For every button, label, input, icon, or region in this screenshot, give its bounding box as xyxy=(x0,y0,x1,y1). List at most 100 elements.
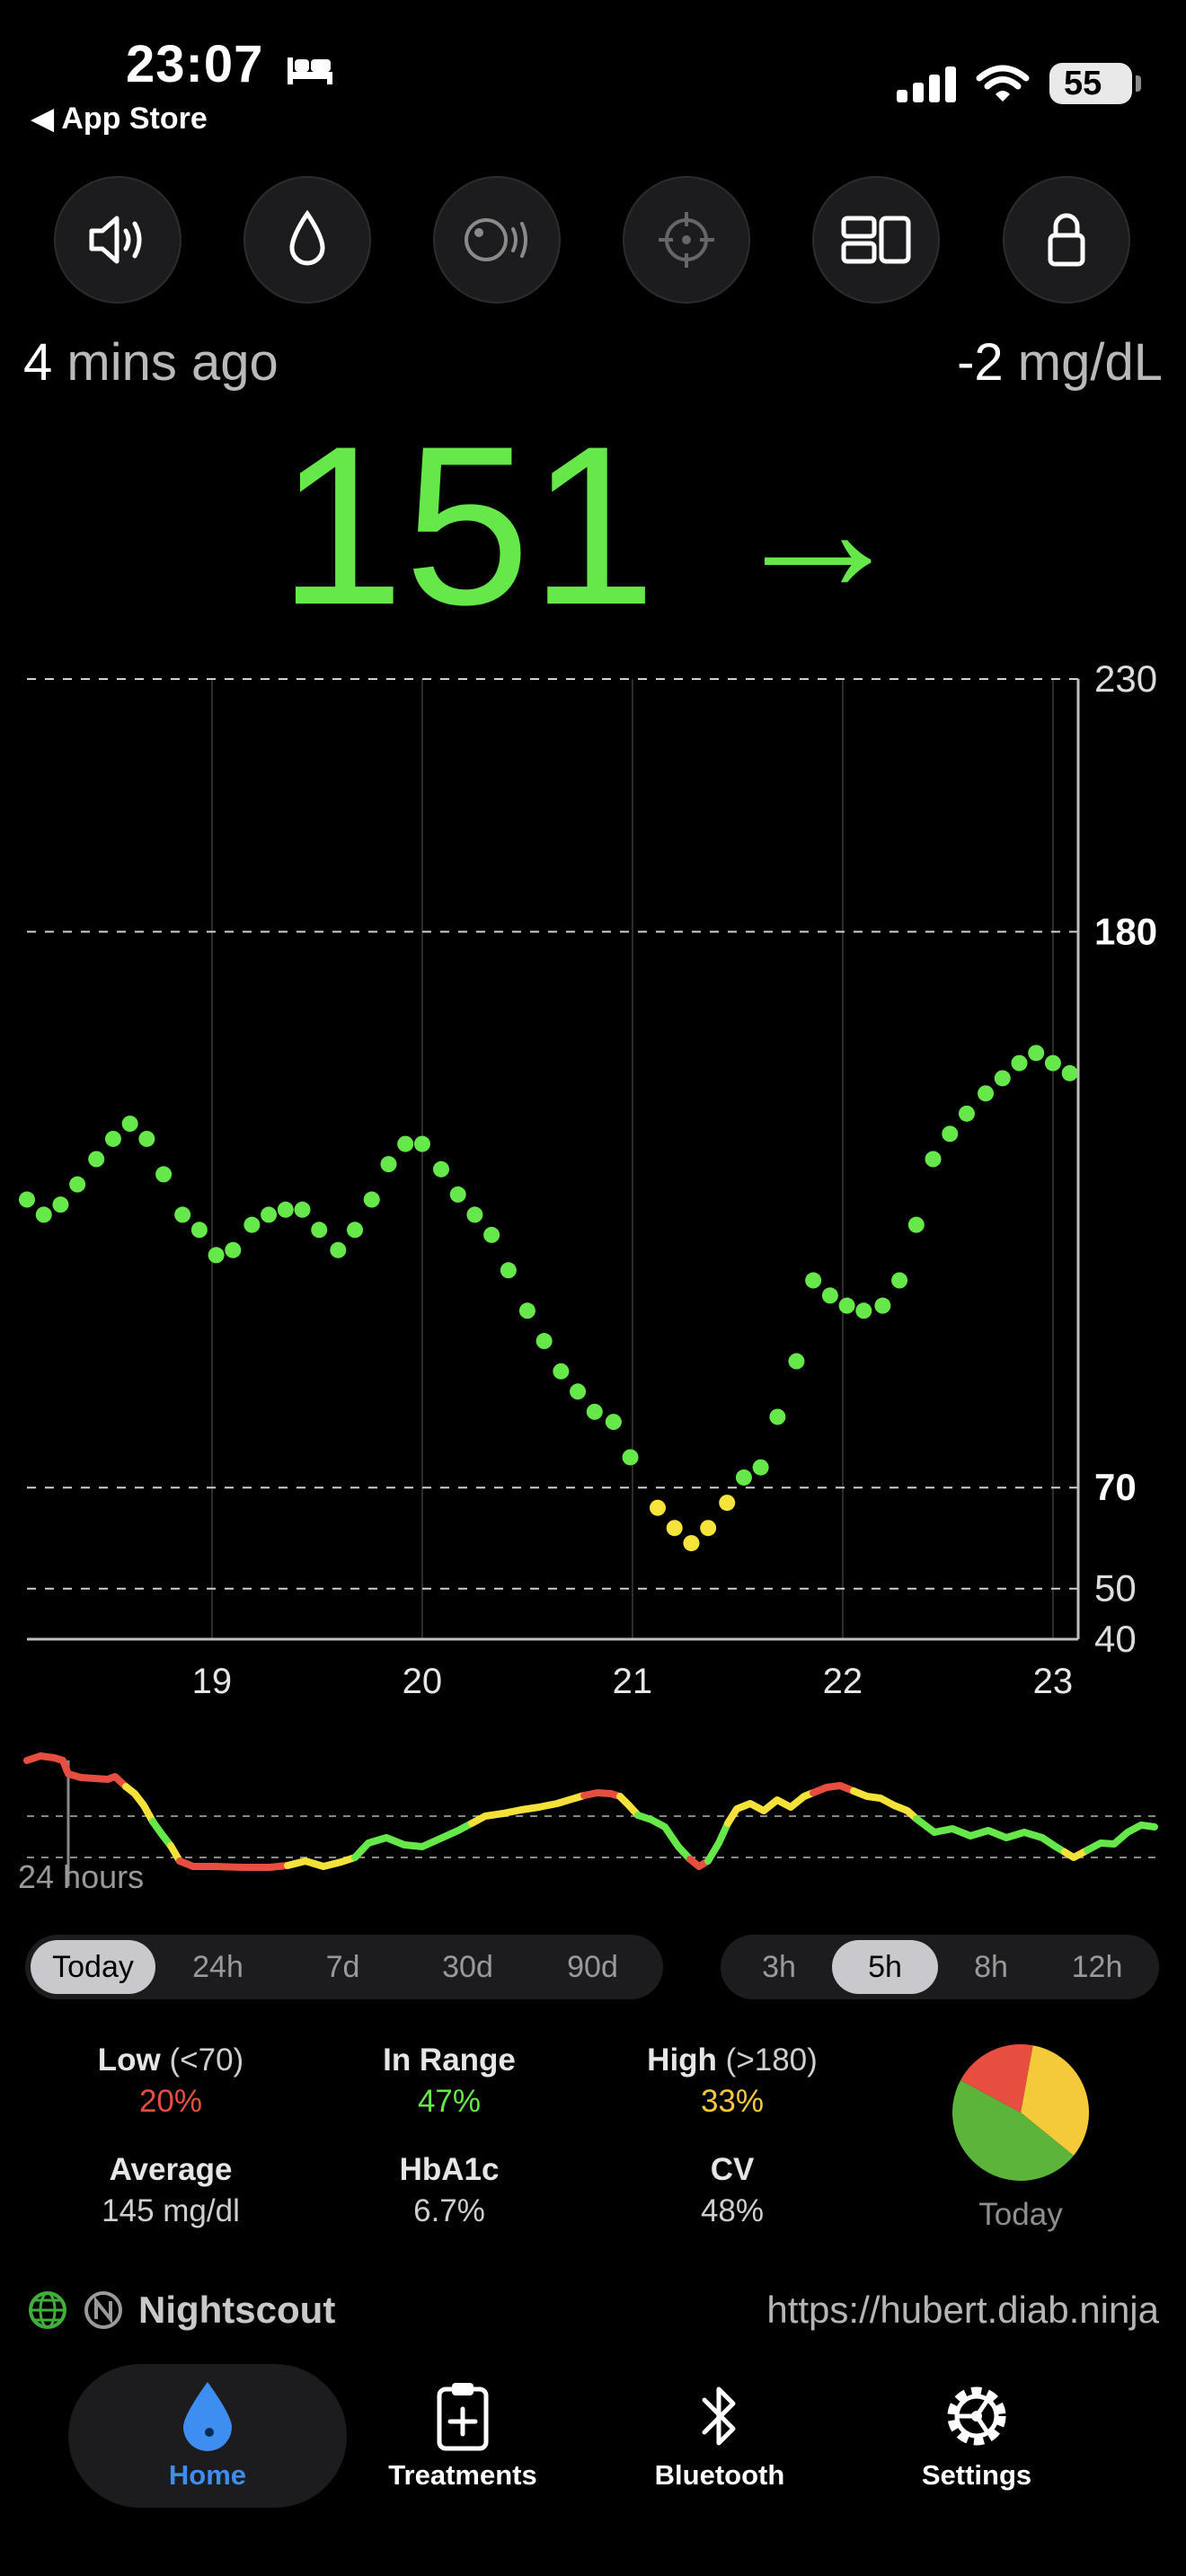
glucose-point xyxy=(363,1191,380,1208)
glucose-point xyxy=(535,1333,553,1350)
glucose-point xyxy=(52,1196,69,1213)
overview-chart[interactable]: 24 hours xyxy=(0,1734,1186,1895)
tab-home[interactable]: Home xyxy=(68,2364,347,2508)
glucose-point xyxy=(700,1520,717,1537)
day-range-selector: Today 24h 7d 30d 90d xyxy=(25,1935,663,1999)
glucose-point xyxy=(277,1201,294,1218)
glucose-point xyxy=(413,1135,430,1152)
y-tick-label: 230 xyxy=(1094,657,1157,700)
glucose-point xyxy=(69,1176,86,1193)
glucose-point xyxy=(769,1408,786,1425)
pie-slice-in-range xyxy=(952,2079,1074,2181)
glucose-point xyxy=(449,1186,466,1203)
glucose-point xyxy=(190,1222,208,1239)
overview-trace-yellow-7 xyxy=(850,1787,920,1822)
glucose-point xyxy=(1061,1064,1078,1081)
overview-trace-red-3 xyxy=(580,1789,624,1800)
snooze-button[interactable] xyxy=(433,176,561,304)
glucose-point xyxy=(330,1241,347,1258)
pie-slice-low xyxy=(960,2044,1033,2113)
treatment-drop-button[interactable] xyxy=(243,176,371,304)
overview-trace-green-3 xyxy=(634,1812,694,1863)
glucose-point xyxy=(891,1272,908,1289)
glucose-point xyxy=(397,1135,414,1152)
bed-icon xyxy=(288,57,333,84)
range-option-today[interactable]: Today xyxy=(31,1940,155,1994)
overview-trace-red-2 xyxy=(176,1857,291,1871)
nightscout-title: Nightscout xyxy=(138,2289,336,2331)
glucose-point xyxy=(650,1499,666,1516)
glucose-point xyxy=(347,1222,364,1239)
glucose-point xyxy=(311,1222,328,1239)
overview-trace-green-1 xyxy=(149,1818,174,1849)
glucose-value: 151 → xyxy=(0,413,1186,640)
glucose-chart[interactable]: 19 20 21 22 23 230 180 70 50 40 xyxy=(0,647,1186,1707)
glucose-point xyxy=(35,1206,52,1223)
speaker-icon xyxy=(89,216,142,264)
trend-arrow: → xyxy=(728,429,908,630)
glucose-point xyxy=(958,1105,975,1122)
glucose-point xyxy=(994,1070,1011,1087)
tab-bar: Home Treatments Bluetooth Settings xyxy=(0,2353,1186,2533)
glucose-point xyxy=(719,1495,736,1512)
target-button[interactable] xyxy=(623,176,750,304)
y-tick-label: 40 xyxy=(1094,1618,1137,1660)
x-tick-label: 21 xyxy=(613,1662,653,1701)
glucose-point xyxy=(805,1272,822,1289)
nightscout-row[interactable]: Nightscout https://hubert.diab.ninja xyxy=(27,2281,1159,2339)
glucose-point xyxy=(752,1459,769,1476)
globe-icon xyxy=(29,2291,66,2329)
battery-indicator: 55 xyxy=(1049,63,1141,104)
glucose-point xyxy=(138,1130,155,1147)
y-tick-label: 180 xyxy=(1094,910,1157,952)
tab-treatments[interactable]: Treatments xyxy=(332,2364,593,2508)
last-reading-age: 4 mins ago xyxy=(23,333,279,392)
x-tick-label: 22 xyxy=(823,1662,863,1701)
glucose-point xyxy=(622,1449,639,1466)
glucose-point xyxy=(1011,1054,1028,1072)
range-option-8h[interactable]: 8h xyxy=(974,1949,1008,1984)
status-time: 23:07 xyxy=(126,34,334,94)
nightscout-url[interactable]: https://hubert.diab.ninja xyxy=(766,2289,1159,2331)
glucose-point xyxy=(874,1297,891,1314)
range-option-30d[interactable]: 30d xyxy=(442,1949,493,1984)
range-option-24h[interactable]: 24h xyxy=(192,1949,243,1984)
glucose-point xyxy=(821,1287,838,1304)
sound-button[interactable] xyxy=(54,176,181,304)
range-option-7d[interactable]: 7d xyxy=(325,1949,360,1984)
overview-trace-yellow-3 xyxy=(284,1854,358,1870)
range-option-3h[interactable]: 3h xyxy=(762,1949,796,1984)
pie-caption: Today xyxy=(978,2197,1063,2232)
y-tick-label: 50 xyxy=(1094,1567,1137,1610)
time-in-range-pie[interactable] xyxy=(949,2041,1093,2184)
stat-hba1c: HbA1c 6.7% xyxy=(399,2152,500,2228)
lock-button[interactable] xyxy=(1003,176,1130,304)
layout-icon xyxy=(841,216,911,264)
glucose-point xyxy=(88,1151,105,1168)
overview-trace-green-4 xyxy=(704,1820,731,1865)
range-option-5h[interactable]: 5h xyxy=(832,1940,938,1994)
overview-range-label: 24 hours xyxy=(18,1858,144,1895)
overview-trace-red-1 xyxy=(23,1752,129,1790)
overview-trace-yellow-6 xyxy=(724,1789,817,1827)
glucose-point xyxy=(19,1191,35,1208)
glucose-point xyxy=(855,1302,872,1319)
glucose-point xyxy=(683,1535,700,1552)
back-to-app-store[interactable]: ◀ App Store xyxy=(31,101,208,136)
overview-trace-green-6 xyxy=(1084,1822,1158,1854)
overview-trace-red-5 xyxy=(810,1782,857,1796)
x-tick-label: 20 xyxy=(403,1662,443,1701)
layout-button[interactable] xyxy=(812,176,940,304)
clipboard-plus-icon xyxy=(437,2383,489,2451)
glucose-point xyxy=(261,1206,278,1223)
glucose-point xyxy=(586,1403,603,1420)
stat-high: High (>180) 33% xyxy=(647,2042,818,2119)
hour-range-selector: 3h 5h 8h 12h xyxy=(721,1935,1159,1999)
tab-bluetooth[interactable]: Bluetooth xyxy=(589,2364,850,2508)
range-option-90d[interactable]: 90d xyxy=(567,1949,618,1984)
tab-settings[interactable]: Settings xyxy=(846,2364,1107,2508)
drop-icon xyxy=(289,210,325,266)
glucose-point xyxy=(1028,1045,1045,1062)
range-option-12h[interactable]: 12h xyxy=(1071,1949,1123,1984)
glucose-point xyxy=(155,1166,173,1183)
